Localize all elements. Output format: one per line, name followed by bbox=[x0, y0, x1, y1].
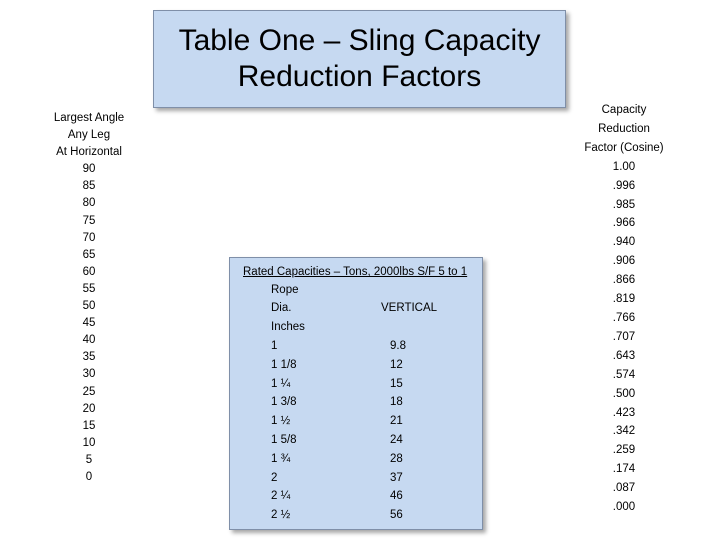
vertical-capacity: 18 bbox=[390, 396, 403, 409]
factor-value: .766 bbox=[612, 311, 636, 324]
capacity-row: 2 ¼ 46 bbox=[230, 487, 484, 506]
factor-value: .985 bbox=[612, 198, 636, 211]
title-box: Table One – Sling Capacity Reduction Fac… bbox=[153, 10, 566, 108]
vertical-capacity: 46 bbox=[390, 490, 403, 503]
factor-value: .940 bbox=[612, 236, 636, 249]
factor-value: .087 bbox=[612, 482, 636, 495]
vertical-capacity: 21 bbox=[390, 415, 403, 428]
capacity-table-box: Rated Capacities – Tons, 2000lbs S/F 5 t… bbox=[229, 257, 483, 530]
vertical-capacity: 15 bbox=[390, 377, 403, 390]
capacity-row: 1 ¾ 28 bbox=[230, 450, 484, 469]
factor-header-line: Reduction bbox=[598, 122, 650, 135]
angle-value: 90 bbox=[82, 163, 96, 176]
factor-column: Capacity Reduction Factor (Cosine) 1.00.… bbox=[565, 101, 683, 517]
factor-value: .866 bbox=[612, 274, 636, 287]
angle-value: 35 bbox=[82, 351, 96, 364]
rope-diameter: 2 ¼ bbox=[271, 490, 291, 503]
capacity-row: 1 ½ 21 bbox=[230, 412, 484, 431]
capacity-row: 1 ¼ 15 bbox=[230, 375, 484, 394]
factor-value: .500 bbox=[612, 387, 636, 400]
rope-diameter: 1 ¼ bbox=[271, 377, 291, 390]
rope-diameter: 1 bbox=[271, 340, 278, 352]
factor-value: .342 bbox=[612, 425, 636, 438]
capacity-row: 1 5/8 24 bbox=[230, 431, 484, 450]
factor-value: .707 bbox=[612, 330, 636, 343]
dia-label: Dia. bbox=[271, 302, 292, 314]
factor-value: .423 bbox=[612, 406, 636, 419]
factor-value: .906 bbox=[612, 255, 636, 268]
factor-header-line: Factor (Cosine) bbox=[584, 141, 664, 154]
vertical-label: VERTICAL bbox=[381, 302, 438, 314]
factor-header-line: Capacity bbox=[601, 104, 647, 116]
angle-value: 20 bbox=[82, 402, 96, 415]
angle-header-line: At Horizontal bbox=[56, 146, 122, 159]
angle-values: 90 85 80 75 70 65 60 55 50 45 40 35 30 25 20 15 10 5 0 bbox=[30, 161, 148, 486]
factor-value: .966 bbox=[612, 217, 636, 230]
angle-header-line: Any Leg bbox=[67, 129, 111, 142]
angle-value: 60 bbox=[82, 265, 96, 278]
angle-value: 55 bbox=[82, 282, 96, 295]
rope-diameter: 1 5/8 bbox=[271, 434, 297, 446]
angle-value: 10 bbox=[82, 436, 96, 449]
factor-value: .000 bbox=[612, 501, 636, 514]
capacity-row: 1 1/8 12 bbox=[230, 356, 484, 375]
vertical-capacity: 28 bbox=[390, 452, 403, 465]
factor-value: .643 bbox=[612, 349, 636, 362]
vertical-capacity: 56 bbox=[390, 509, 403, 522]
rope-diameter: 1 ½ bbox=[271, 415, 291, 428]
angle-value: 40 bbox=[82, 334, 96, 347]
capacity-row: 2 ½ 56 bbox=[230, 506, 484, 525]
vertical-capacity: 12 bbox=[390, 358, 403, 371]
rope-diameter: 1 3/8 bbox=[271, 396, 297, 409]
rope-diameter: 1 1/8 bbox=[271, 358, 297, 371]
vertical-capacity: 37 bbox=[390, 471, 403, 484]
factor-values: 1.00 .996 .985 .966 .940 .906 .866 .819 .766 .707… bbox=[565, 158, 683, 517]
angle-value: 45 bbox=[82, 317, 96, 330]
capacity-row: 1 9.8 bbox=[230, 337, 484, 356]
angle-value: 65 bbox=[82, 248, 96, 261]
factor-value: 1.00 bbox=[612, 160, 636, 173]
angle-value: 0 bbox=[85, 470, 93, 483]
factor-value: .819 bbox=[612, 293, 636, 306]
angle-header-line: Largest Angle bbox=[53, 112, 125, 124]
vertical-capacity: 9.8 bbox=[390, 340, 406, 352]
rope-label: Rope bbox=[271, 284, 299, 296]
angle-column: Largest Angle Any Leg At Horizontal 90 85… bbox=[30, 110, 148, 486]
factor-value: .574 bbox=[612, 368, 636, 381]
angle-value: 25 bbox=[82, 385, 96, 398]
factor-value: .996 bbox=[612, 179, 636, 192]
rope-diameter: 2 bbox=[271, 471, 278, 484]
angle-value: 85 bbox=[82, 180, 96, 193]
capacity-row: 1 3/8 18 bbox=[230, 393, 484, 412]
rope-diameter: 2 ½ bbox=[271, 509, 291, 522]
angle-value: 15 bbox=[82, 419, 96, 432]
angle-value: 75 bbox=[82, 214, 96, 227]
angle-value: 30 bbox=[82, 368, 96, 381]
capacity-table-title: Rated Capacities – Tons, 2000lbs S/F 5 t… bbox=[243, 266, 468, 278]
factor-value: .259 bbox=[612, 444, 636, 457]
angle-value: 5 bbox=[85, 453, 93, 466]
slide-title: Table One – Sling Capacity Reduction Fac… bbox=[178, 24, 541, 93]
vertical-capacity: 24 bbox=[390, 434, 403, 446]
rope-diameter: 1 ¾ bbox=[271, 452, 291, 465]
angle-value: 50 bbox=[82, 300, 96, 313]
angle-value: 70 bbox=[82, 231, 96, 244]
factor-value: .174 bbox=[612, 463, 636, 476]
angle-value: 80 bbox=[82, 197, 96, 210]
inches-label: Inches bbox=[271, 321, 305, 333]
capacity-row: 2 37 bbox=[230, 469, 484, 488]
